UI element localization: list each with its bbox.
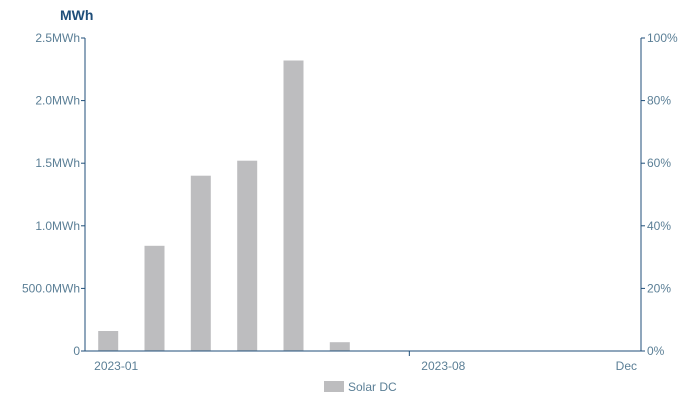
y-left-tick-label: 0 bbox=[73, 344, 80, 358]
y-left-tick-label: 2.5MWh bbox=[35, 31, 80, 45]
axes-layer: 0 500.0MWh 1.0MWh 1.5MWh 2.0MWh 2.5MWh 0% 20% 40… bbox=[22, 31, 678, 373]
bar-2023-06[interactable] bbox=[329, 342, 350, 351]
bar-2023-05[interactable] bbox=[283, 60, 304, 352]
y-unit-label: MWh bbox=[60, 7, 93, 23]
y-right-tick-label: 80% bbox=[647, 94, 671, 108]
y-right-tick-label: 0% bbox=[647, 344, 665, 358]
bar-2023-02[interactable] bbox=[144, 245, 165, 351]
y-left-tick-label: 1.0MWh bbox=[35, 219, 80, 233]
bars-layer bbox=[98, 60, 350, 352]
y-right-tick-label: 100% bbox=[647, 31, 678, 45]
y-left-tick-label: 500.0MWh bbox=[22, 281, 80, 295]
y-left-tick-label: 2.0MWh bbox=[35, 94, 80, 108]
legend[interactable]: Solar DC bbox=[324, 380, 397, 394]
x-tick-label: Dec bbox=[616, 359, 637, 373]
bar-2023-03[interactable] bbox=[190, 175, 211, 351]
y-left-tick-label: 1.5MWh bbox=[35, 156, 80, 170]
x-tick-label: 2023-01 bbox=[94, 359, 138, 373]
legend-swatch[interactable] bbox=[324, 381, 344, 392]
y-right-tick-label: 40% bbox=[647, 219, 671, 233]
x-tick-label: 2023-08 bbox=[421, 359, 465, 373]
bar-2023-04[interactable] bbox=[237, 160, 258, 351]
legend-label[interactable]: Solar DC bbox=[348, 380, 397, 394]
bar-2023-01[interactable] bbox=[98, 331, 119, 351]
y-right-tick-label: 60% bbox=[647, 156, 671, 170]
y-right-tick-label: 20% bbox=[647, 281, 671, 295]
